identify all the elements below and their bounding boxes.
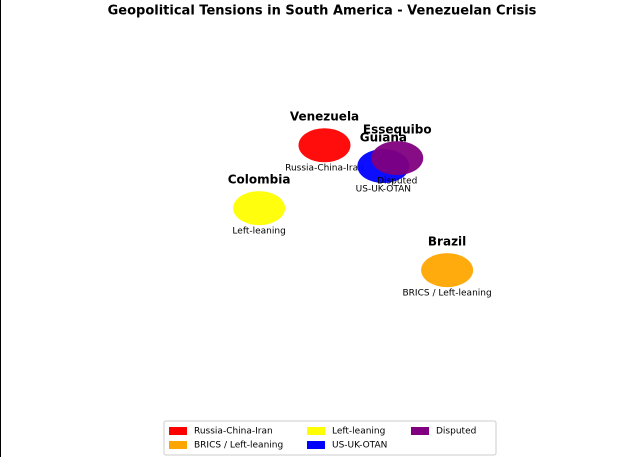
country-marker bbox=[371, 141, 424, 176]
alignment-label: Disputed bbox=[377, 177, 417, 187]
country-marker bbox=[298, 128, 351, 163]
country-name: Colombia bbox=[228, 173, 291, 187]
country-name: Guiana bbox=[360, 131, 407, 145]
legend-swatch bbox=[411, 427, 429, 435]
legend-label: Left-leaning bbox=[332, 427, 385, 437]
chart-title: Geopolitical Tensions in South America -… bbox=[108, 4, 537, 19]
country-name: Essequibo bbox=[363, 123, 432, 137]
alignment-label: BRICS / Left-leaning bbox=[403, 289, 492, 299]
legend-label: Russia-China-Iran bbox=[194, 427, 273, 437]
country-name: Venezuela bbox=[290, 110, 359, 124]
alignment-label: US-UK-OTAN bbox=[356, 185, 411, 195]
country-marker bbox=[233, 191, 286, 226]
legend-label: US-UK-OTAN bbox=[332, 441, 387, 451]
country-name: Brazil bbox=[428, 235, 466, 249]
alignment-label: Russia-China-Iran bbox=[285, 164, 364, 174]
alignment-label: Left-leaning bbox=[232, 227, 285, 237]
legend-swatch bbox=[307, 427, 325, 435]
legend-label: BRICS / Left-leaning bbox=[194, 441, 283, 451]
legend-swatch bbox=[169, 441, 187, 449]
legend-label: Disputed bbox=[436, 427, 476, 437]
country-marker bbox=[421, 253, 474, 288]
legend-swatch bbox=[307, 441, 325, 449]
legend-swatch bbox=[169, 427, 187, 435]
